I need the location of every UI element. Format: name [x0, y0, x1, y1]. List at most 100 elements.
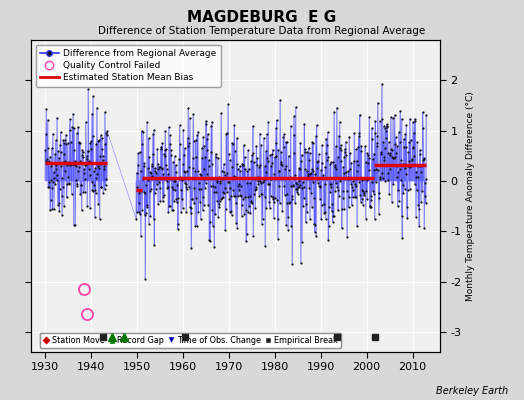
Point	[238, 160, 246, 167]
Point	[60, 140, 69, 147]
Point	[246, 180, 254, 186]
Point	[269, 196, 277, 202]
Point	[42, 156, 51, 162]
Point	[292, 186, 300, 192]
Point	[264, 180, 272, 187]
Point	[84, 148, 92, 154]
Point	[393, 143, 401, 149]
Point	[175, 156, 183, 162]
Point	[356, 198, 365, 205]
Point	[414, 163, 423, 170]
Point	[245, 202, 254, 209]
Point	[85, 158, 93, 164]
Point	[387, 114, 395, 120]
Point	[193, 168, 202, 174]
Point	[222, 130, 231, 136]
Point	[210, 176, 218, 182]
Point	[383, 123, 391, 129]
Point	[417, 162, 425, 169]
Point	[348, 187, 357, 194]
Point	[277, 161, 285, 168]
Point	[287, 223, 296, 230]
Point	[202, 118, 210, 124]
Point	[260, 177, 268, 184]
Point	[66, 127, 74, 133]
Point	[42, 131, 50, 138]
Point	[278, 162, 286, 168]
Point	[88, 110, 96, 117]
Point	[145, 221, 153, 228]
Point	[242, 231, 250, 238]
Point	[59, 184, 67, 190]
Point	[159, 193, 168, 200]
Point	[133, 209, 141, 215]
Point	[268, 151, 276, 158]
Point	[281, 163, 290, 169]
Point	[91, 214, 99, 220]
Point	[229, 140, 237, 147]
Point	[392, 174, 401, 180]
Point	[178, 196, 186, 202]
Point	[284, 227, 292, 234]
Point	[232, 220, 241, 226]
Point	[139, 129, 147, 136]
Point	[212, 178, 221, 185]
Point	[137, 232, 145, 239]
Point	[156, 184, 165, 191]
Point	[142, 182, 150, 188]
Point	[268, 160, 276, 166]
Point	[212, 154, 220, 160]
Point	[370, 150, 378, 157]
Point	[355, 179, 363, 185]
Point	[136, 188, 145, 194]
Point	[386, 150, 395, 156]
Point	[181, 169, 190, 175]
Point	[422, 112, 431, 118]
Point	[358, 177, 367, 183]
Point	[72, 163, 80, 169]
Point	[56, 186, 64, 192]
Y-axis label: Monthly Temperature Anomaly Difference (°C): Monthly Temperature Anomaly Difference (…	[466, 91, 475, 301]
Point	[86, 146, 95, 152]
Point	[201, 184, 209, 191]
Point	[184, 105, 192, 111]
Point	[74, 138, 83, 145]
Point	[390, 155, 398, 161]
Point	[147, 170, 155, 176]
Point	[102, 182, 110, 188]
Point	[262, 205, 270, 212]
Point	[76, 140, 84, 146]
Point	[204, 131, 212, 138]
Point	[249, 191, 258, 197]
Point	[143, 204, 151, 210]
Point	[215, 201, 223, 207]
Point	[254, 178, 262, 184]
Point	[301, 166, 310, 172]
Point	[205, 157, 213, 163]
Point	[247, 198, 256, 204]
Point	[140, 212, 149, 218]
Point	[286, 198, 294, 205]
Point	[378, 175, 387, 182]
Point	[58, 212, 66, 218]
Point	[414, 201, 422, 208]
Point	[54, 148, 62, 155]
Point	[225, 179, 233, 185]
Point	[346, 174, 355, 181]
Point	[374, 100, 382, 106]
Point	[360, 190, 368, 196]
Point	[310, 229, 319, 236]
Point	[360, 176, 368, 182]
Point	[302, 200, 310, 207]
Point	[189, 155, 197, 161]
Point	[223, 188, 231, 195]
Point	[216, 198, 224, 204]
Point	[233, 225, 242, 231]
Point	[150, 242, 158, 248]
Point	[198, 155, 206, 161]
Point	[369, 190, 378, 197]
Point	[95, 165, 103, 171]
Point	[283, 200, 292, 206]
Point	[292, 188, 301, 195]
Point	[295, 184, 303, 190]
